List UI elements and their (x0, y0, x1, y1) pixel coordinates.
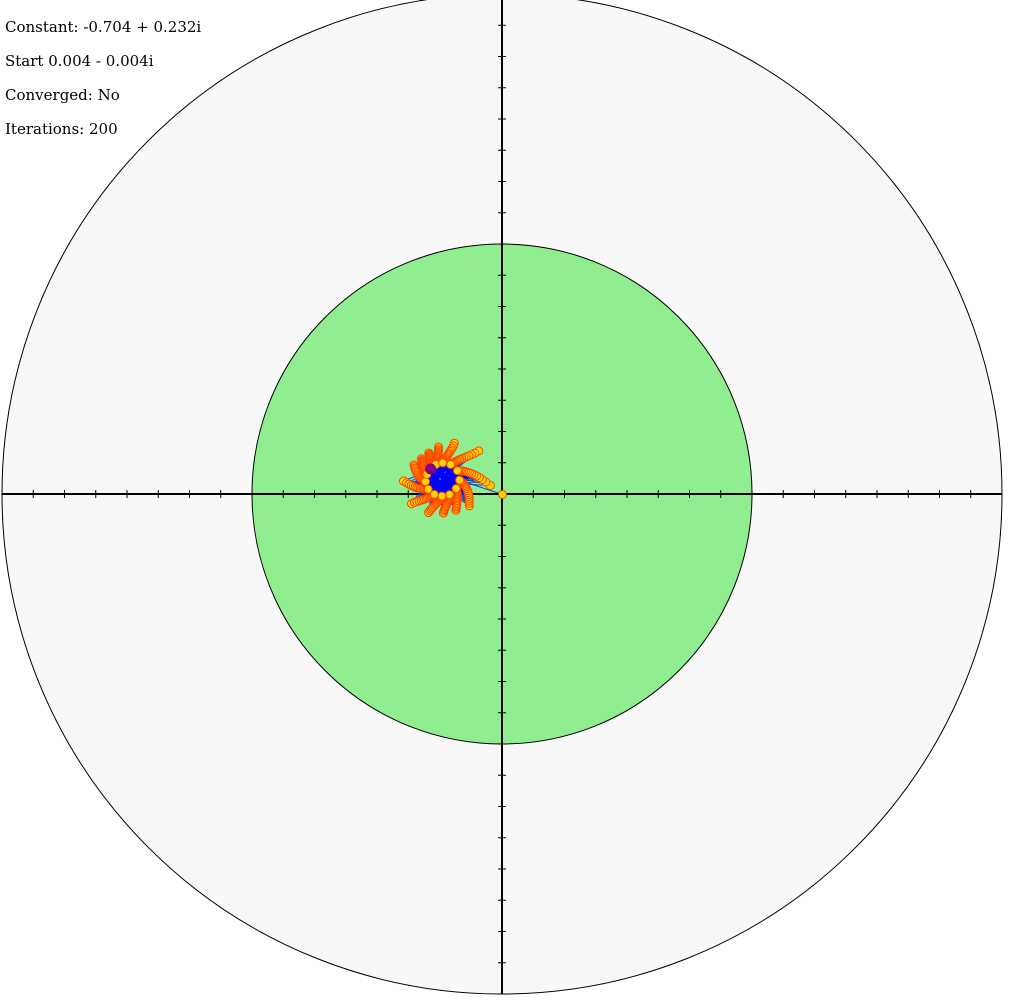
orbit-point (452, 466, 462, 476)
orbit-point (429, 489, 439, 499)
orbit-point (451, 484, 461, 494)
iterations-label: Iterations: 200 (5, 120, 118, 138)
orbit-point (437, 491, 447, 501)
final-orbit-point (425, 463, 437, 475)
orbit-point (446, 460, 456, 470)
orbit-point (498, 490, 507, 499)
orbit-segment (425, 469, 458, 483)
orbit-segment (425, 479, 460, 483)
orbit-segment (427, 469, 458, 490)
orbit-point (438, 458, 448, 468)
orbit-segment (426, 473, 460, 481)
orbit-segment (426, 473, 457, 490)
start-label: Start 0.004 - 0.004i (5, 52, 154, 70)
orbit-point (421, 477, 431, 487)
orbit-points (398, 438, 507, 518)
info-panel: Constant: -0.704 + 0.232i Start 0.004 - … (5, 10, 201, 146)
orbit-point (455, 475, 465, 485)
orbit-point (423, 484, 433, 494)
constant-label: Constant: -0.704 + 0.232i (5, 18, 202, 36)
converged-label: Converged: No (5, 86, 120, 104)
orbit-point (445, 490, 455, 500)
